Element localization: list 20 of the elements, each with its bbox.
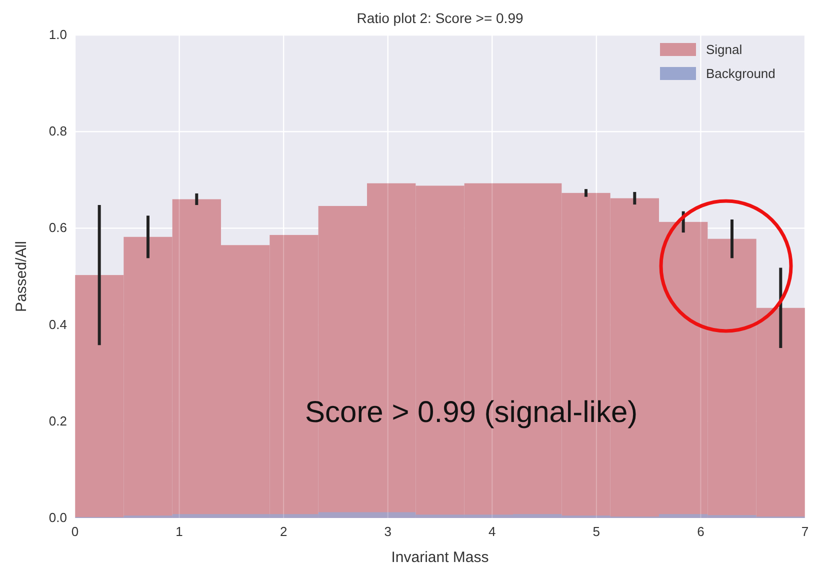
x-axis-title: Invariant Mass <box>391 549 489 566</box>
x-tick-label: 3 <box>384 524 392 539</box>
annotation: Score > 0.99 (signal-like) <box>305 396 638 429</box>
x-tick-label: 5 <box>592 524 600 539</box>
y-tick-label: 0.6 <box>48 220 67 236</box>
y-tick-label: 0.4 <box>48 316 67 332</box>
y-tick-label: 0.2 <box>48 413 67 428</box>
legend-label: Signal <box>706 42 742 57</box>
y-tick-label: 1.0 <box>48 27 67 42</box>
x-tick-label: 1 <box>176 524 183 539</box>
y-tick-label: 0.0 <box>48 510 67 525</box>
y-tick-label: 0.8 <box>48 124 67 139</box>
x-tick-label: 0 <box>71 524 79 539</box>
x-tick-label: 4 <box>488 524 496 539</box>
x-tick-label: 6 <box>697 524 704 539</box>
x-tick-label: 7 <box>801 524 809 539</box>
y-axis-title: Passed/All <box>13 241 30 312</box>
chart-title: Ratio plot 2: Score >= 0.99 <box>356 10 524 26</box>
legend-label: Background <box>706 66 776 81</box>
x-tick-label: 2 <box>280 524 288 539</box>
